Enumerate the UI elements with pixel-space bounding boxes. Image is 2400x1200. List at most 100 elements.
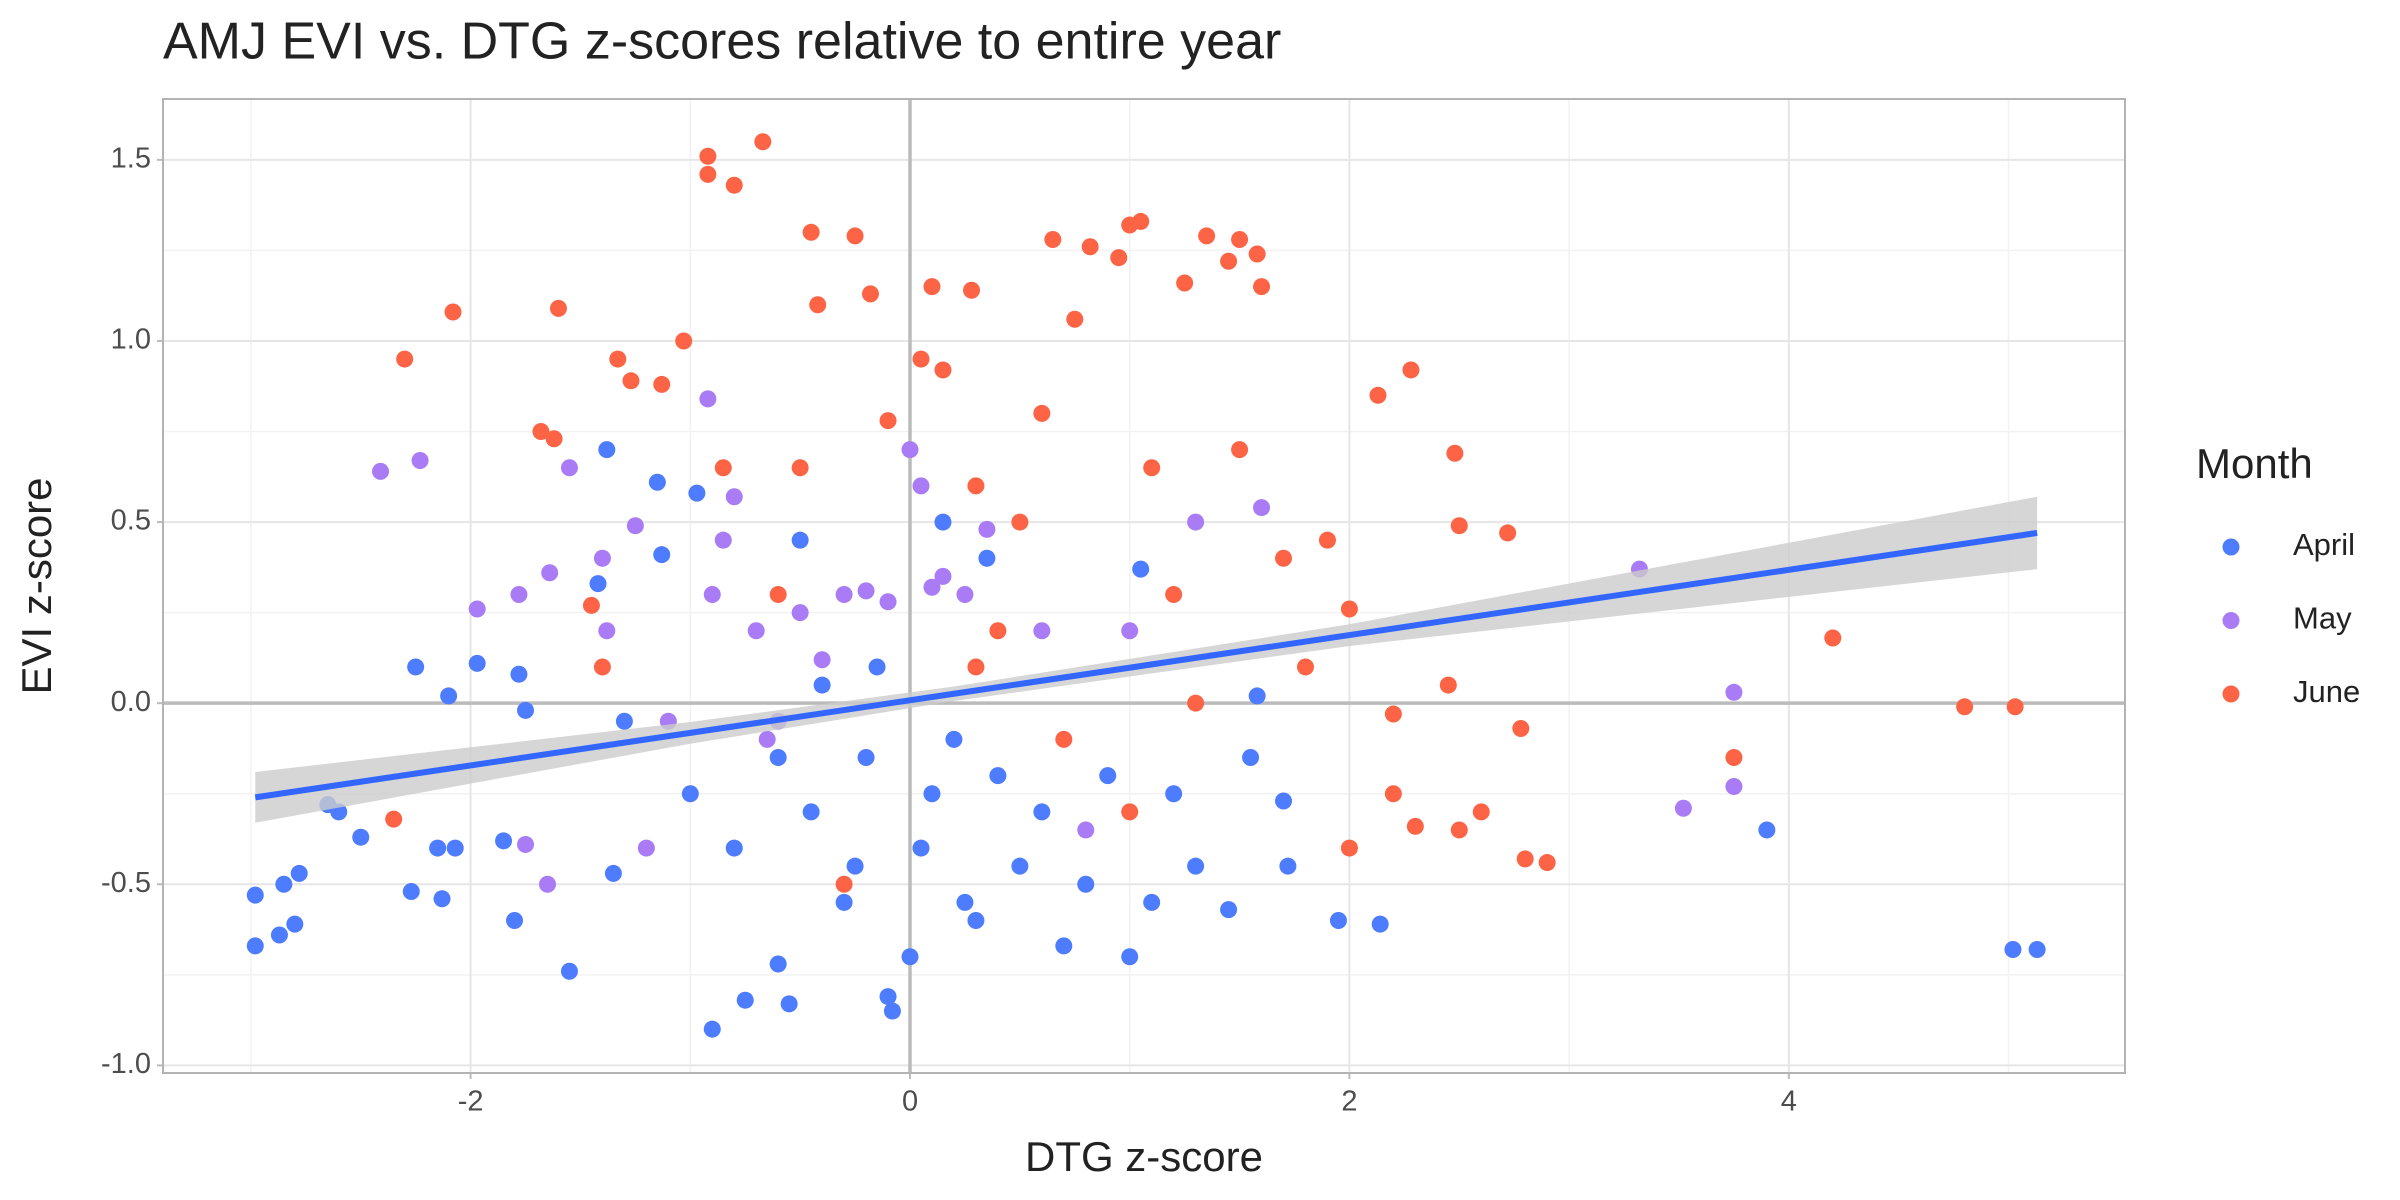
point xyxy=(868,658,886,676)
point xyxy=(835,893,853,911)
point xyxy=(1329,912,1347,930)
x-tick-label: 4 xyxy=(1781,1086,1797,1118)
y-tick-label: 1.5 xyxy=(111,143,151,175)
point xyxy=(1011,857,1029,875)
point xyxy=(879,412,897,430)
point xyxy=(1446,444,1464,462)
point xyxy=(560,962,578,980)
y-axis-title: EVI z-score xyxy=(13,477,60,694)
point xyxy=(754,133,772,151)
point xyxy=(1110,249,1128,267)
point xyxy=(1077,875,1095,893)
point xyxy=(769,955,787,973)
point xyxy=(699,165,717,183)
point xyxy=(402,883,420,901)
chart-title: AMJ EVI vs. DTG z-scores relative to ent… xyxy=(163,13,1281,71)
point xyxy=(1055,937,1073,955)
point xyxy=(589,575,607,593)
point xyxy=(1758,821,1776,839)
point xyxy=(541,564,559,582)
point xyxy=(857,749,875,767)
point xyxy=(1725,749,1743,767)
point xyxy=(758,730,776,748)
point xyxy=(747,622,765,640)
point xyxy=(1296,658,1314,676)
point xyxy=(736,991,754,1009)
point xyxy=(901,948,919,966)
point xyxy=(967,477,985,495)
point xyxy=(912,477,930,495)
point xyxy=(532,423,550,441)
point xyxy=(626,517,644,535)
x-tick-label: -2 xyxy=(458,1086,484,1118)
point xyxy=(1143,459,1161,477)
point xyxy=(1956,698,1974,716)
point xyxy=(967,912,985,930)
point xyxy=(270,926,288,944)
point xyxy=(861,285,879,303)
point xyxy=(802,803,820,821)
point xyxy=(246,886,264,904)
point xyxy=(582,596,600,614)
point xyxy=(1439,676,1457,694)
point xyxy=(1279,857,1297,875)
point xyxy=(846,227,864,245)
point xyxy=(622,372,640,390)
point xyxy=(879,988,897,1006)
point xyxy=(385,810,403,828)
point xyxy=(1499,524,1517,542)
point xyxy=(517,835,535,853)
point xyxy=(791,531,809,549)
point xyxy=(1725,683,1743,701)
point xyxy=(1121,948,1139,966)
point xyxy=(883,1002,901,1020)
point xyxy=(1187,857,1205,875)
point xyxy=(956,586,974,604)
y-tick-label: -1.0 xyxy=(101,1048,151,1080)
point xyxy=(1081,238,1099,256)
point xyxy=(549,299,567,317)
point xyxy=(967,658,985,676)
point xyxy=(835,586,853,604)
point xyxy=(1055,730,1073,748)
point xyxy=(1099,767,1117,785)
point xyxy=(538,875,556,893)
point xyxy=(956,893,974,911)
point xyxy=(703,586,721,604)
point xyxy=(1132,212,1150,230)
legend-label: June xyxy=(2293,674,2360,709)
point xyxy=(2006,698,2024,716)
point xyxy=(1340,600,1358,618)
y-tick-label: 0.5 xyxy=(111,505,151,537)
point xyxy=(372,462,390,480)
point xyxy=(1033,803,1051,821)
point xyxy=(879,593,897,611)
point xyxy=(1450,821,1468,839)
x-tick-label: 2 xyxy=(1341,1086,1357,1118)
point xyxy=(545,430,563,448)
point xyxy=(1369,386,1387,404)
point xyxy=(1340,839,1358,857)
point xyxy=(963,281,981,299)
point xyxy=(912,839,930,857)
point xyxy=(429,839,447,857)
point xyxy=(1011,513,1029,531)
point xyxy=(615,712,633,730)
point xyxy=(444,303,462,321)
point xyxy=(934,567,952,585)
point xyxy=(780,995,798,1013)
point xyxy=(1402,361,1420,379)
legend-swatch xyxy=(2222,538,2240,556)
point xyxy=(396,350,414,368)
legend-label: May xyxy=(2293,601,2352,636)
point xyxy=(846,857,864,875)
point xyxy=(352,828,370,846)
point xyxy=(1242,749,1260,767)
point xyxy=(2028,940,2046,958)
point xyxy=(510,586,528,604)
point xyxy=(1248,245,1266,263)
point xyxy=(1231,231,1249,249)
point xyxy=(699,390,717,408)
point xyxy=(593,549,611,567)
